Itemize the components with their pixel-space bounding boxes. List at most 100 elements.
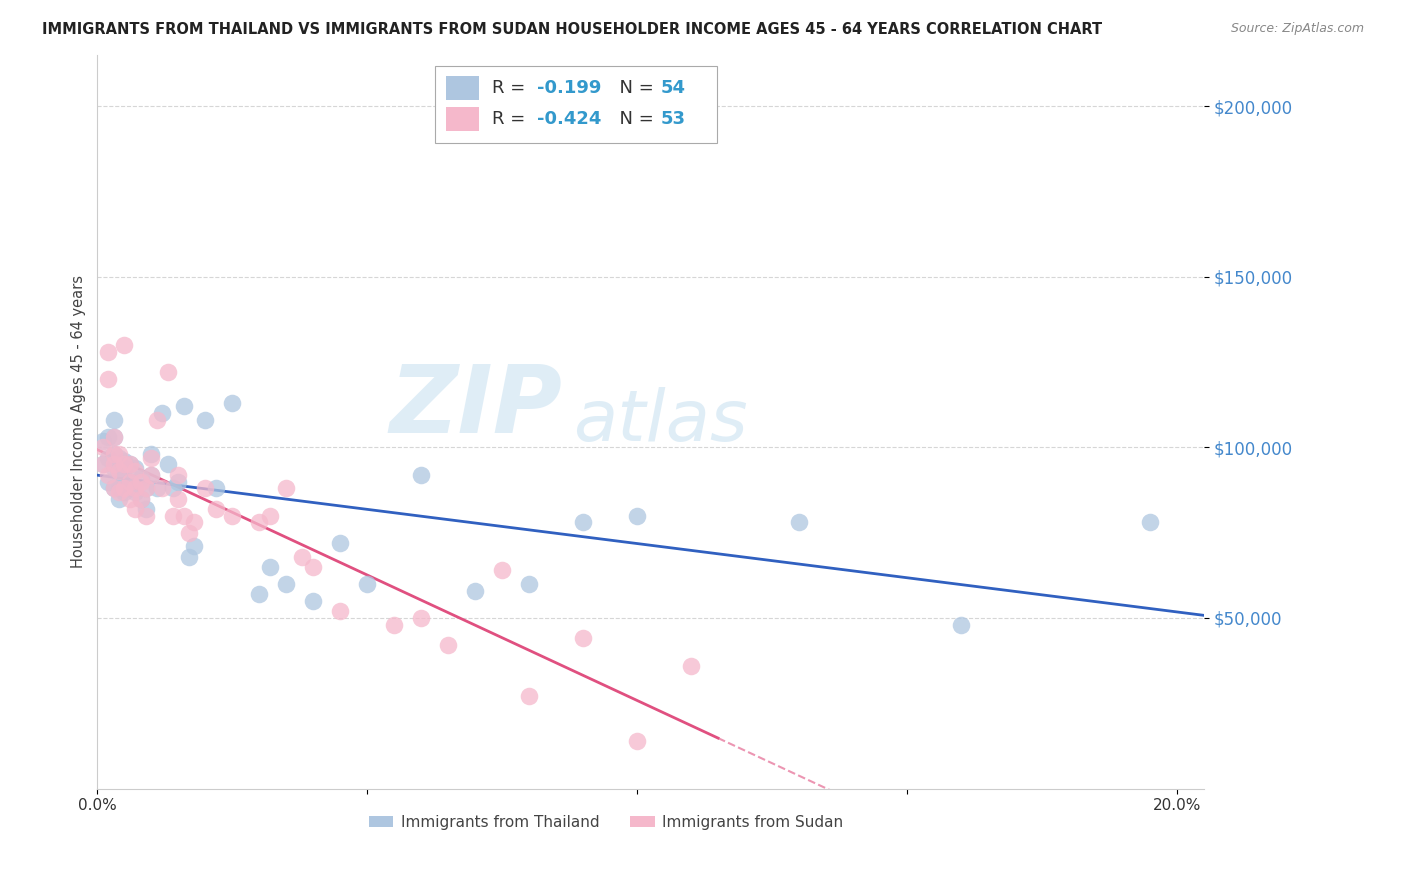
Point	[205, 481, 228, 495]
Point	[118, 458, 141, 472]
Point	[108, 447, 131, 461]
Point	[141, 450, 163, 465]
Point	[156, 365, 179, 379]
Point	[1139, 516, 1161, 530]
Point	[112, 338, 135, 352]
Point	[129, 471, 152, 485]
Point	[221, 396, 243, 410]
Point	[112, 471, 135, 485]
Point	[129, 475, 152, 489]
Point	[150, 481, 173, 495]
Point	[103, 481, 125, 495]
Point	[411, 611, 433, 625]
Point	[112, 458, 135, 472]
Text: ZIP: ZIP	[389, 361, 562, 453]
Point	[124, 481, 146, 495]
Point	[177, 549, 200, 564]
Point	[167, 467, 190, 482]
Point	[150, 406, 173, 420]
Point	[173, 400, 195, 414]
Point	[108, 484, 131, 499]
Point	[167, 475, 190, 489]
Point	[91, 458, 114, 472]
Point	[194, 413, 217, 427]
Point	[108, 464, 131, 478]
Point	[205, 501, 228, 516]
Point	[135, 481, 157, 495]
Point	[259, 508, 281, 523]
Point	[141, 467, 163, 482]
Point	[517, 690, 540, 704]
Point	[112, 484, 135, 499]
Point	[103, 430, 125, 444]
Point	[118, 458, 141, 472]
Point	[247, 516, 270, 530]
Text: N =: N =	[609, 79, 659, 97]
Point	[112, 461, 135, 475]
Point	[302, 559, 325, 574]
Point	[97, 430, 120, 444]
Point	[129, 491, 152, 506]
Point	[356, 577, 378, 591]
Point	[103, 430, 125, 444]
Point	[135, 501, 157, 516]
Point	[949, 617, 972, 632]
Point	[329, 536, 352, 550]
Point	[103, 447, 125, 461]
Point	[108, 481, 131, 495]
Point	[183, 539, 205, 553]
Point	[91, 434, 114, 448]
Point	[145, 481, 167, 495]
Point	[167, 491, 190, 506]
Point	[572, 516, 595, 530]
Point	[156, 458, 179, 472]
Point	[124, 484, 146, 499]
Point	[118, 481, 141, 495]
Text: Source: ZipAtlas.com: Source: ZipAtlas.com	[1230, 22, 1364, 36]
Text: atlas: atlas	[574, 387, 748, 457]
Y-axis label: Householder Income Ages 45 - 64 years: Householder Income Ages 45 - 64 years	[72, 276, 86, 568]
Point	[221, 508, 243, 523]
Point	[97, 450, 120, 465]
Point	[118, 475, 141, 489]
Point	[103, 461, 125, 475]
Point	[382, 617, 405, 632]
Point	[173, 508, 195, 523]
Point	[276, 577, 298, 591]
Text: 53: 53	[661, 110, 686, 128]
Point	[411, 467, 433, 482]
Point	[108, 450, 131, 465]
FancyBboxPatch shape	[434, 66, 717, 143]
Point	[124, 464, 146, 478]
Point	[145, 413, 167, 427]
Point	[177, 525, 200, 540]
Point	[97, 467, 120, 482]
Point	[118, 491, 141, 506]
Point	[276, 481, 298, 495]
Point	[103, 447, 125, 461]
Point	[118, 475, 141, 489]
Point	[91, 458, 114, 472]
Point	[112, 454, 135, 468]
Point	[329, 604, 352, 618]
Point	[302, 594, 325, 608]
Text: -0.199: -0.199	[537, 79, 600, 97]
Point	[194, 481, 217, 495]
Point	[162, 481, 184, 495]
Text: -0.424: -0.424	[537, 110, 600, 128]
Bar	[446, 77, 479, 100]
Point	[679, 658, 702, 673]
Point	[129, 491, 152, 506]
Point	[112, 481, 135, 495]
Point	[183, 516, 205, 530]
Text: N =: N =	[609, 110, 659, 128]
Point	[572, 632, 595, 646]
Text: R =: R =	[492, 110, 531, 128]
Bar	[446, 107, 479, 131]
Point	[437, 638, 460, 652]
Point	[491, 563, 513, 577]
Point	[141, 447, 163, 461]
Point	[97, 475, 120, 489]
Point	[91, 441, 114, 455]
Point	[135, 481, 157, 495]
